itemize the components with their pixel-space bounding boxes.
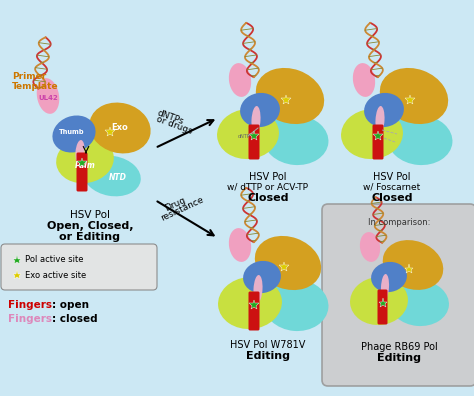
Text: dNTP: dNTP: [237, 134, 250, 139]
Text: HSV Pol: HSV Pol: [249, 172, 287, 182]
Text: Fingers: Fingers: [8, 300, 52, 310]
Text: or Editing: or Editing: [60, 232, 120, 242]
Ellipse shape: [381, 274, 389, 300]
Ellipse shape: [264, 279, 328, 331]
Text: Primer: Primer: [12, 72, 46, 81]
Ellipse shape: [83, 156, 141, 196]
Ellipse shape: [341, 109, 403, 159]
FancyBboxPatch shape: [322, 204, 474, 386]
Text: Drug: Drug: [163, 196, 187, 213]
Text: Pol active site: Pol active site: [25, 255, 83, 265]
Ellipse shape: [350, 277, 408, 325]
Text: or drugs: or drugs: [155, 114, 193, 136]
Text: dNTPs: dNTPs: [155, 108, 184, 126]
Ellipse shape: [90, 103, 151, 153]
Ellipse shape: [388, 115, 453, 165]
Ellipse shape: [53, 116, 96, 152]
Text: Exo active site: Exo active site: [25, 270, 86, 280]
Ellipse shape: [389, 280, 449, 326]
Ellipse shape: [264, 115, 328, 165]
FancyBboxPatch shape: [377, 289, 388, 324]
Text: Palm: Palm: [74, 162, 95, 171]
Ellipse shape: [218, 277, 282, 329]
Ellipse shape: [255, 236, 321, 290]
Text: Closed: Closed: [247, 193, 289, 203]
Text: : open: : open: [52, 300, 89, 310]
Text: w/ Foscarnet: w/ Foscarnet: [364, 182, 420, 191]
Ellipse shape: [375, 106, 384, 134]
Ellipse shape: [229, 63, 251, 97]
Text: Thumb: Thumb: [59, 129, 85, 135]
Text: Editing: Editing: [377, 353, 421, 363]
Text: HSV Pol: HSV Pol: [70, 210, 110, 220]
Text: UL42: UL42: [38, 95, 58, 101]
Text: Editing: Editing: [246, 351, 290, 361]
FancyBboxPatch shape: [76, 152, 88, 192]
Text: w/ dTTP or ACV-TP: w/ dTTP or ACV-TP: [228, 182, 309, 191]
Text: Open, Closed,: Open, Closed,: [47, 221, 133, 231]
Ellipse shape: [254, 275, 263, 303]
Text: resistance: resistance: [159, 195, 205, 223]
FancyBboxPatch shape: [373, 124, 383, 160]
Text: HSV Pol: HSV Pol: [373, 172, 411, 182]
Ellipse shape: [383, 240, 443, 290]
Ellipse shape: [371, 262, 407, 292]
Text: Exo: Exo: [111, 124, 128, 133]
Ellipse shape: [256, 68, 324, 124]
FancyBboxPatch shape: [248, 291, 259, 331]
Text: : closed: : closed: [52, 314, 98, 324]
Text: Fingers: Fingers: [8, 314, 52, 324]
Text: Phage RB69 Pol: Phage RB69 Pol: [361, 342, 438, 352]
Ellipse shape: [243, 261, 281, 293]
Ellipse shape: [217, 109, 279, 159]
Text: In comparison:: In comparison:: [368, 218, 430, 227]
Ellipse shape: [380, 68, 448, 124]
Ellipse shape: [229, 228, 251, 262]
Ellipse shape: [36, 78, 59, 114]
Ellipse shape: [75, 140, 84, 164]
Text: Template: Template: [12, 82, 59, 91]
FancyBboxPatch shape: [1, 244, 157, 290]
Text: Closed: Closed: [371, 193, 413, 203]
Ellipse shape: [251, 106, 261, 134]
Ellipse shape: [364, 93, 404, 127]
Ellipse shape: [240, 93, 280, 127]
Ellipse shape: [353, 63, 375, 97]
Text: HSV Pol W781V: HSV Pol W781V: [230, 340, 306, 350]
Text: NTD: NTD: [109, 173, 127, 183]
Ellipse shape: [56, 137, 114, 183]
Ellipse shape: [360, 232, 380, 262]
FancyBboxPatch shape: [248, 124, 259, 160]
